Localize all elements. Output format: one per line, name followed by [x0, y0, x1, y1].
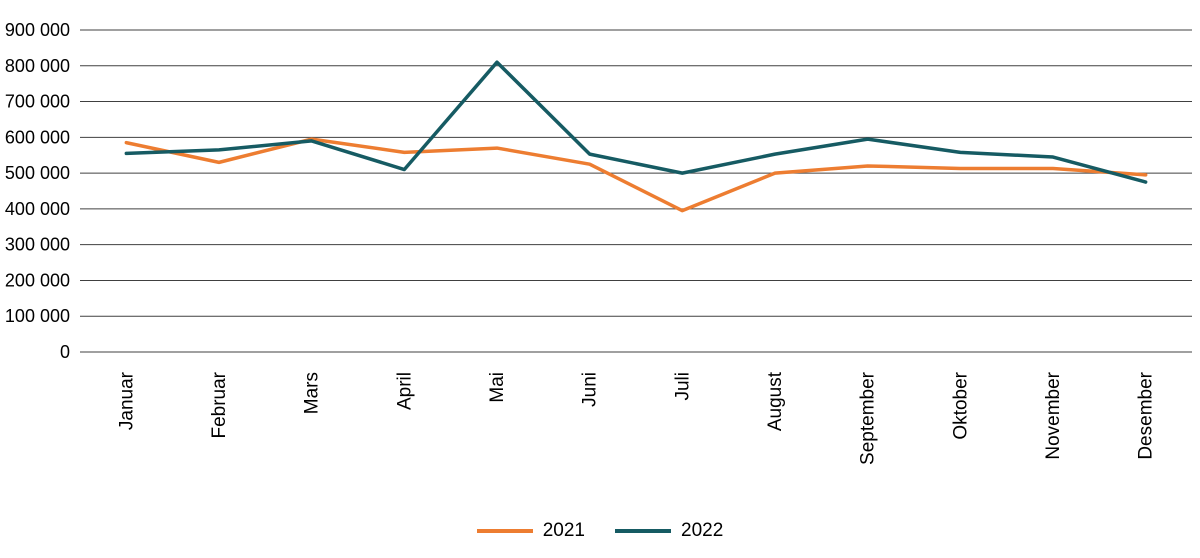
y-axis-tick-label: 300 000 [5, 235, 70, 255]
x-axis-tick-label: Januar [116, 371, 137, 430]
x-axis-tick-label: Mai [487, 372, 508, 403]
legend-item-2021: 2021 [476, 520, 585, 542]
legend-swatch-2022 [615, 529, 671, 533]
x-axis-tick-label: Februar [209, 371, 230, 438]
legend-label-2021: 2021 [542, 520, 585, 541]
y-axis-tick-label: 200 000 [5, 270, 70, 290]
y-axis-tick-label: 400 000 [5, 199, 70, 219]
x-axis-tick-label: November [1043, 371, 1064, 459]
x-axis-tick-label: Oktober [950, 371, 971, 439]
x-axis-tick-label: Desember [1136, 371, 1157, 459]
chart-legend: 2021 2022 [0, 520, 1200, 542]
y-axis-tick-label: 500 000 [5, 163, 70, 183]
y-axis-tick-label: 800 000 [5, 56, 70, 76]
x-axis-tick-label: Juli [672, 372, 693, 401]
legend-item-2022: 2022 [615, 520, 723, 542]
y-axis-tick-label: 0 [60, 342, 70, 362]
x-axis-tick-label: April [394, 372, 415, 410]
y-axis-tick-label: 600 000 [5, 127, 70, 147]
y-axis-tick-label: 700 000 [5, 92, 70, 112]
x-axis-tick-label: Mars [302, 372, 323, 414]
y-axis-tick-label: 900 000 [5, 20, 70, 40]
x-axis-tick-label: September [858, 371, 879, 465]
y-axis-tick-label: 100 000 [5, 306, 70, 326]
x-axis-tick-label: Juni [580, 372, 601, 407]
legend-label-2022: 2022 [681, 520, 724, 541]
x-axis-tick-label: August [765, 371, 786, 431]
series-line-2022 [124, 60, 1148, 184]
legend-swatch-2021 [476, 529, 533, 533]
series-line-2021 [124, 137, 1148, 213]
